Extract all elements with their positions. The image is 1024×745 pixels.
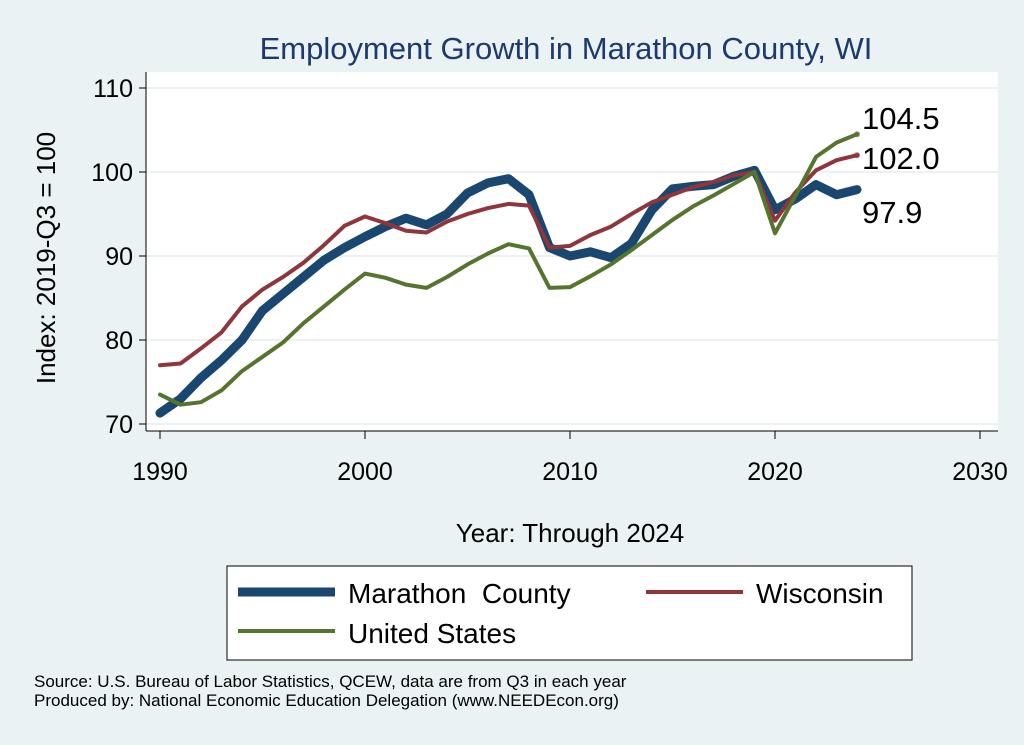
chart-title: Employment Growth in Marathon County, WI [260, 31, 873, 66]
end-labels: 104.5 102.0 97.9 [854, 101, 940, 230]
x-tick-label-2020: 2020 [747, 458, 803, 486]
x-tick-label-1990: 1990 [132, 458, 188, 486]
y-tick-label-80: 80 [105, 327, 133, 355]
y-tick-label-90: 90 [105, 243, 133, 271]
y-tick-label-100: 100 [91, 159, 133, 187]
y-tick-label-70: 70 [105, 411, 133, 439]
line-wisconsin [158, 153, 859, 368]
legend-label-us: United States [348, 618, 516, 649]
end-label-2: 97.9 [862, 195, 922, 230]
legend-label-marathon: Marathon County [348, 578, 571, 609]
y-axis-label: Index: 2019-Q3 = 100 [31, 132, 61, 384]
end-label-1: 102.0 [862, 141, 940, 176]
legend-label-wisconsin: Wisconsin [756, 578, 884, 609]
x-tick-label-2010: 2010 [542, 458, 598, 486]
x-axis-label: Year: Through 2024 [456, 518, 684, 548]
x-tick-label-2030: 2030 [952, 458, 1008, 486]
x-tick-label-2000: 2000 [337, 458, 393, 486]
source-line-2: Produced by: National Economic Education… [34, 691, 619, 710]
source-note: Source: U.S. Bureau of Labor Statistics,… [34, 672, 626, 710]
end-label-0: 104.5 [862, 101, 940, 136]
legend: Marathon County Wisconsin United States [226, 565, 913, 661]
end-dot-1 [854, 152, 860, 159]
series-lines [155, 132, 862, 418]
source-line-1: Source: U.S. Bureau of Labor Statistics,… [34, 672, 627, 691]
line-united-states [158, 132, 859, 407]
y-tick-label-110: 110 [93, 75, 133, 103]
end-dot-0 [854, 131, 860, 138]
end-dot-2 [854, 186, 860, 193]
axes: 70 80 90 100 110 1990 2000 2010 2020 2030 [91, 72, 1008, 486]
chart-svg: Employment Growth in Marathon County, WI… [31, 31, 1008, 661]
legend-box [226, 565, 913, 661]
